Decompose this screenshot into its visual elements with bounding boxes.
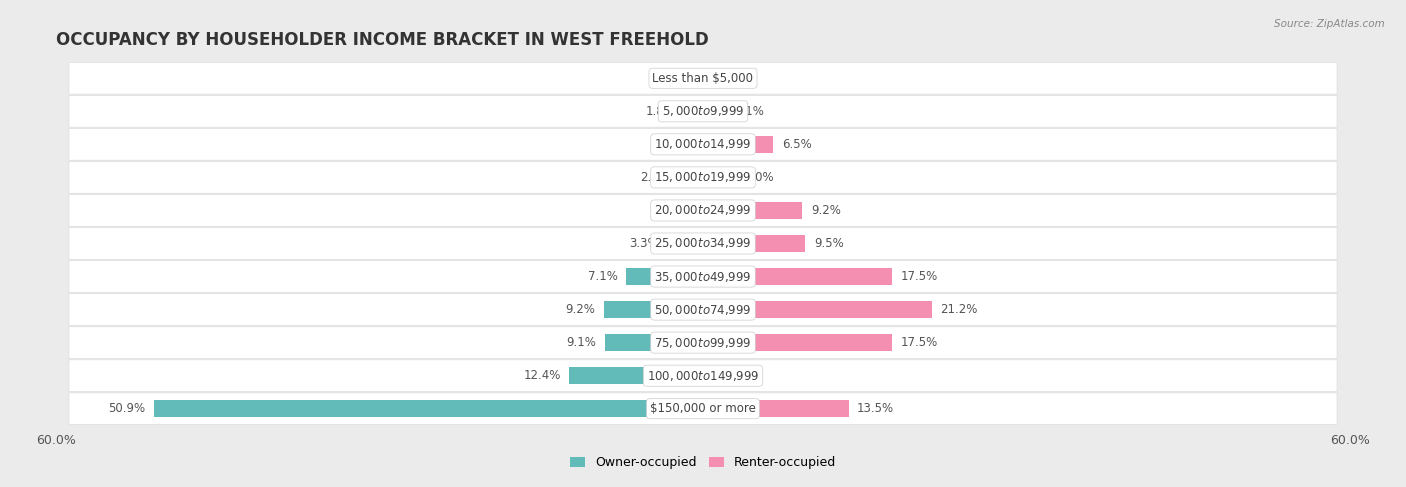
- Bar: [692, 136, 703, 153]
- Bar: [703, 103, 725, 120]
- Text: Less than $5,000: Less than $5,000: [652, 72, 754, 85]
- FancyBboxPatch shape: [69, 294, 1337, 325]
- Bar: [688, 70, 703, 87]
- Text: 0.0%: 0.0%: [711, 369, 741, 382]
- Text: 1.8%: 1.8%: [645, 105, 675, 118]
- Text: $20,000 to $24,999: $20,000 to $24,999: [654, 204, 752, 218]
- Text: 0.0%: 0.0%: [711, 72, 741, 85]
- Text: $50,000 to $74,999: $50,000 to $74,999: [654, 302, 752, 317]
- Text: 1.1%: 1.1%: [652, 138, 682, 151]
- Text: $150,000 or more: $150,000 or more: [650, 402, 756, 415]
- Bar: [703, 334, 891, 351]
- Text: 6.5%: 6.5%: [782, 138, 811, 151]
- Text: 1.5%: 1.5%: [648, 72, 678, 85]
- Text: 21.2%: 21.2%: [941, 303, 977, 316]
- Text: $15,000 to $19,999: $15,000 to $19,999: [654, 170, 752, 185]
- Bar: [569, 367, 703, 384]
- Bar: [703, 301, 932, 318]
- Legend: Owner-occupied, Renter-occupied: Owner-occupied, Renter-occupied: [565, 451, 841, 474]
- Text: $25,000 to $34,999: $25,000 to $34,999: [654, 237, 752, 250]
- Text: 7.1%: 7.1%: [588, 270, 617, 283]
- Bar: [688, 202, 703, 219]
- FancyBboxPatch shape: [69, 227, 1337, 260]
- Text: 2.1%: 2.1%: [734, 105, 763, 118]
- Text: 9.2%: 9.2%: [565, 303, 595, 316]
- Text: 13.5%: 13.5%: [858, 402, 894, 415]
- FancyBboxPatch shape: [69, 393, 1337, 425]
- Text: $100,000 to $149,999: $100,000 to $149,999: [647, 369, 759, 383]
- FancyBboxPatch shape: [69, 162, 1337, 193]
- Text: 2.3%: 2.3%: [640, 171, 669, 184]
- Bar: [703, 136, 773, 153]
- Text: $5,000 to $9,999: $5,000 to $9,999: [662, 104, 744, 118]
- FancyBboxPatch shape: [69, 360, 1337, 392]
- Text: OCCUPANCY BY HOUSEHOLDER INCOME BRACKET IN WEST FREEHOLD: OCCUPANCY BY HOUSEHOLDER INCOME BRACKET …: [56, 31, 709, 49]
- Bar: [668, 235, 703, 252]
- Bar: [703, 235, 806, 252]
- FancyBboxPatch shape: [69, 129, 1337, 160]
- Bar: [703, 268, 891, 285]
- FancyBboxPatch shape: [69, 261, 1337, 292]
- Text: 3.0%: 3.0%: [744, 171, 773, 184]
- Text: 50.9%: 50.9%: [108, 402, 146, 415]
- Bar: [703, 169, 735, 186]
- FancyBboxPatch shape: [69, 195, 1337, 226]
- Bar: [683, 103, 703, 120]
- Bar: [678, 169, 703, 186]
- FancyBboxPatch shape: [69, 327, 1337, 358]
- Text: 9.5%: 9.5%: [814, 237, 844, 250]
- Bar: [627, 268, 703, 285]
- Text: 3.3%: 3.3%: [628, 237, 659, 250]
- Text: $75,000 to $99,999: $75,000 to $99,999: [654, 336, 752, 350]
- Text: 1.4%: 1.4%: [650, 204, 679, 217]
- Text: $10,000 to $14,999: $10,000 to $14,999: [654, 137, 752, 151]
- Text: 9.2%: 9.2%: [811, 204, 841, 217]
- Text: 12.4%: 12.4%: [523, 369, 561, 382]
- Bar: [605, 334, 703, 351]
- Text: 17.5%: 17.5%: [900, 270, 938, 283]
- Text: Source: ZipAtlas.com: Source: ZipAtlas.com: [1274, 19, 1385, 30]
- Text: $35,000 to $49,999: $35,000 to $49,999: [654, 269, 752, 283]
- Text: 17.5%: 17.5%: [900, 336, 938, 349]
- Bar: [603, 301, 703, 318]
- Text: 9.1%: 9.1%: [567, 336, 596, 349]
- Bar: [155, 400, 703, 417]
- Bar: [703, 400, 849, 417]
- FancyBboxPatch shape: [69, 95, 1337, 127]
- FancyBboxPatch shape: [69, 62, 1337, 94]
- Bar: [703, 202, 803, 219]
